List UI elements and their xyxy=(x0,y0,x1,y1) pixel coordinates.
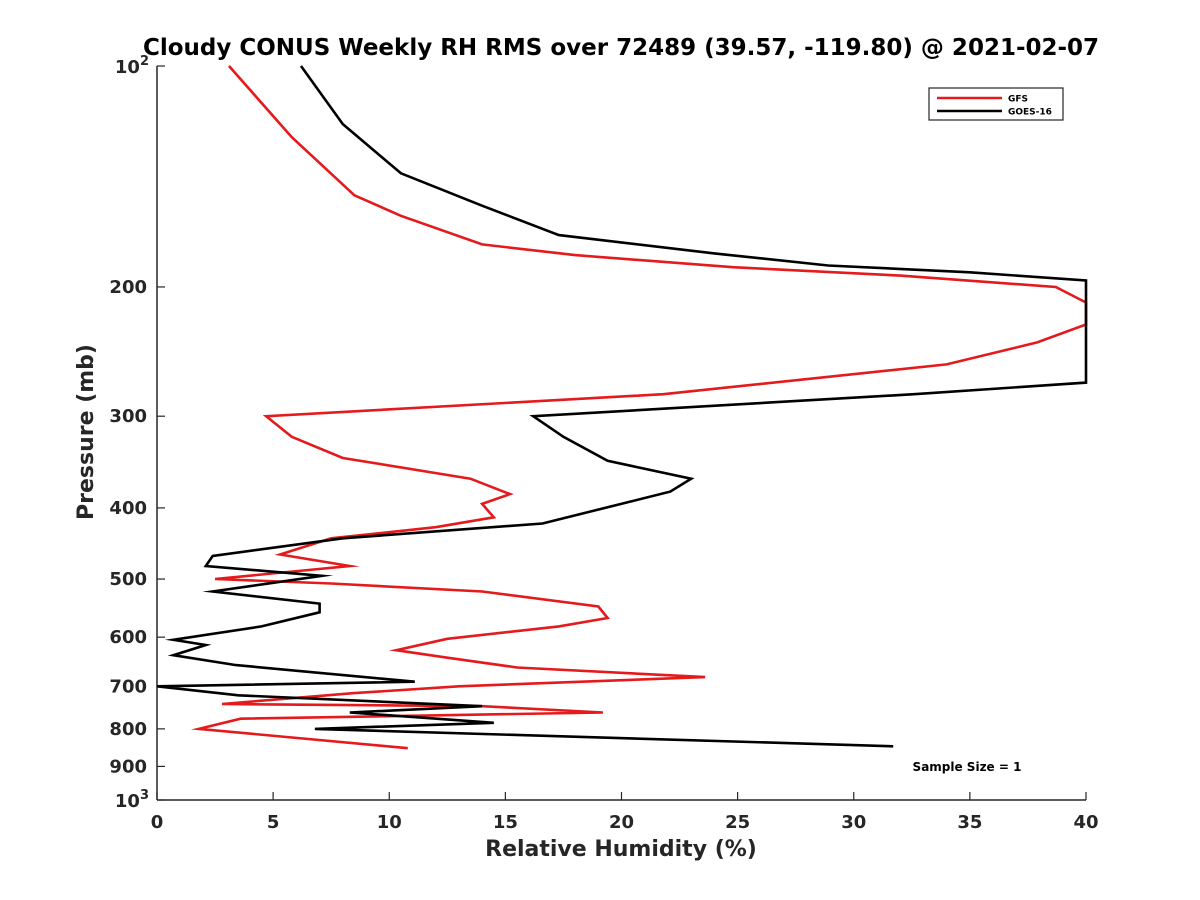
legend-entry-label: GOES-16 xyxy=(1008,108,1052,118)
x-tick-label: 10 xyxy=(377,812,402,833)
series-line-gfs xyxy=(190,65,1088,750)
y-tick-label: 500 xyxy=(109,569,147,590)
y-tick-label: 300 xyxy=(109,406,147,427)
y-tick-label-top: 102 xyxy=(115,54,149,78)
y-axis-label: Pressure (mb) xyxy=(74,344,99,520)
y-tick-label: 600 xyxy=(109,627,147,648)
x-tick-label: 40 xyxy=(1073,812,1098,833)
y-tick-label: 800 xyxy=(109,719,147,740)
y-tick-label: 700 xyxy=(109,676,147,697)
y-tick-label-bottom: 103 xyxy=(115,788,149,812)
y-tick-label: 900 xyxy=(109,756,147,777)
legend-entry-label: GFS xyxy=(1008,95,1028,105)
y-tick-label: 400 xyxy=(109,498,147,519)
legend-box xyxy=(928,87,1064,121)
legend: GFS GOES-16 xyxy=(928,87,1064,121)
x-tick-label: 15 xyxy=(493,812,518,833)
x-tick-label: 20 xyxy=(609,812,634,833)
series-line-goes-16 xyxy=(156,65,1088,748)
series-layer xyxy=(156,65,1088,750)
y-tick-label: 200 xyxy=(109,277,147,298)
y-axis-ticks: 200 300 400 500 600 700 800 900 102 103 xyxy=(109,54,165,812)
x-tick-label: 0 xyxy=(151,812,164,833)
chart-title: Cloudy CONUS Weekly RH RMS over 72489 (3… xyxy=(143,35,1099,61)
x-tick-label: 25 xyxy=(725,812,750,833)
x-tick-label: 35 xyxy=(957,812,982,833)
sample-size-annotation: Sample Size = 1 xyxy=(913,760,1022,774)
x-tick-label: 30 xyxy=(841,812,866,833)
x-tick-label: 5 xyxy=(267,812,280,833)
plot-axes xyxy=(156,66,1086,801)
x-axis-label: Relative Humidity (%) xyxy=(485,837,757,862)
x-axis-ticks: 0 5 10 15 20 25 30 35 40 xyxy=(151,792,1099,833)
